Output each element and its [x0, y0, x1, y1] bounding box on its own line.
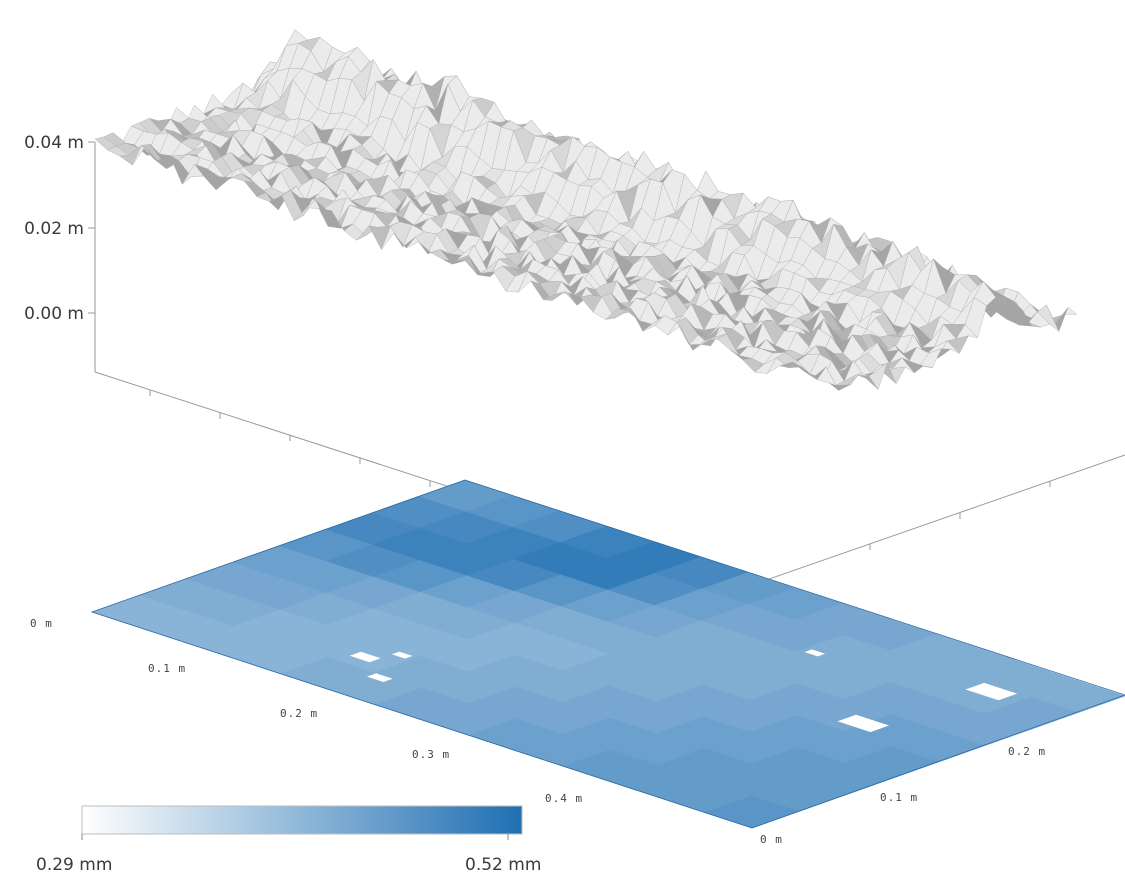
z-ticks: 0.04 m 0.02 m 0.00 m [24, 133, 95, 324]
colorbar: 0.29 mm 0.52 mm [36, 805, 541, 875]
surface-facet [829, 383, 852, 391]
heatmap-border [90, 479, 1125, 829]
floor-axis-right [751, 454, 1125, 586]
heatmap-y-ticks: 0 m 0.1 m 0.2 m [760, 745, 1046, 846]
heatmap-x-ticks: 0 m 0.1 m 0.2 m 0.3 m 0.4 m [30, 617, 583, 805]
surface-3d [94, 29, 1078, 391]
colorbar-max-label: 0.52 mm [465, 855, 541, 875]
x-tick-label: 0.4 m [545, 792, 583, 805]
z-tick-label: 0.04 m [24, 133, 84, 153]
heatmap-cell [837, 714, 890, 733]
z-tick-label: 0.00 m [24, 304, 84, 324]
z-tick-label: 0.02 m [24, 219, 84, 239]
x-tick-label: 0.3 m [412, 748, 450, 761]
heatmap-cell [804, 649, 826, 657]
colorbar-gradient [81, 805, 523, 835]
floor-axis-ticks [149, 390, 1051, 550]
heatmap-cell [391, 651, 413, 659]
heatmap-cell [349, 651, 381, 663]
x-tick-label: 0 m [30, 617, 53, 630]
y-tick-label: 0 m [760, 833, 783, 846]
colorbar-min-label: 0.29 mm [36, 855, 112, 875]
heatmap-cell [366, 673, 393, 682]
x-tick-label: 0.2 m [280, 707, 318, 720]
y-tick-label: 0.1 m [880, 791, 918, 804]
heatmap-cell [965, 682, 1018, 701]
y-tick-label: 0.2 m [1008, 745, 1046, 758]
heatmap-floor [90, 479, 1125, 829]
x-tick-label: 0.1 m [148, 662, 186, 675]
